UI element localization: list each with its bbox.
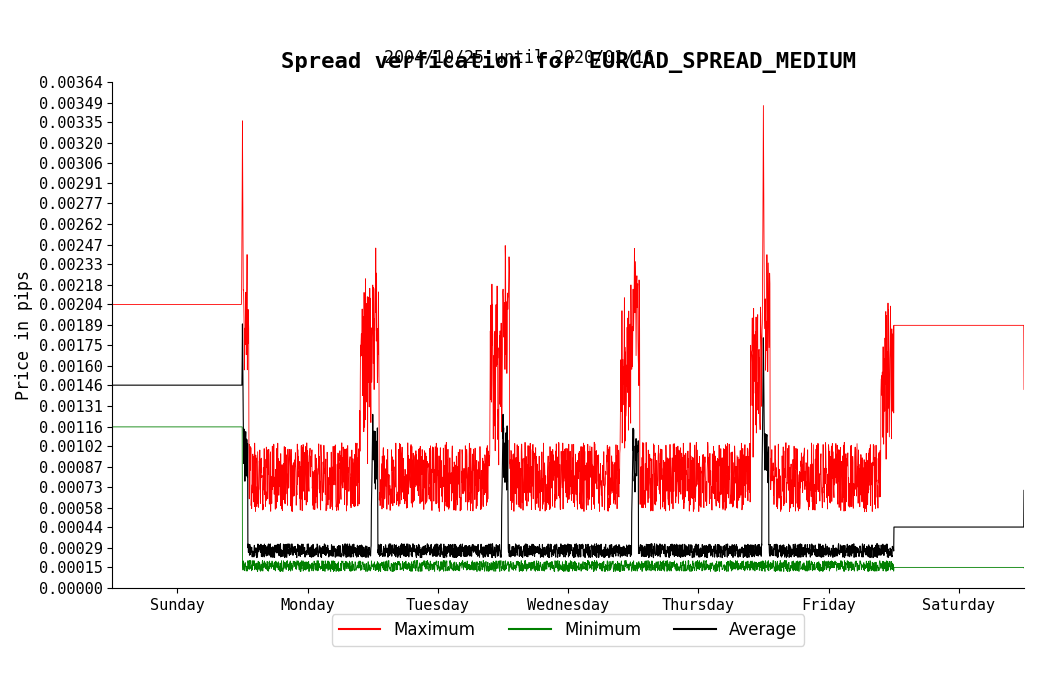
Average <box>222 381 235 389</box>
Line: Average: Average <box>112 324 1024 558</box>
Minimum <box>584 564 596 573</box>
Average <box>512 541 525 550</box>
Maximum <box>757 102 770 110</box>
Minimum <box>222 423 235 431</box>
Maximum <box>1018 385 1031 393</box>
Maximum <box>222 300 235 309</box>
Maximum <box>731 453 744 461</box>
Line: Minimum: Minimum <box>112 427 1024 572</box>
Minimum <box>274 568 287 576</box>
Maximum <box>583 459 595 468</box>
Average <box>584 551 596 559</box>
Average <box>106 381 118 389</box>
Line: Maximum: Maximum <box>112 106 1024 512</box>
Minimum <box>504 557 516 566</box>
Maximum <box>504 455 516 463</box>
Maximum <box>106 300 118 309</box>
Average <box>1018 486 1031 495</box>
Average <box>732 547 745 555</box>
Minimum <box>692 558 704 566</box>
Minimum <box>106 423 118 431</box>
Minimum <box>731 560 744 568</box>
Average <box>236 320 248 328</box>
Minimum <box>512 557 525 566</box>
Maximum <box>512 500 525 509</box>
Average <box>504 553 516 561</box>
Minimum <box>1018 564 1031 572</box>
Maximum <box>858 508 871 516</box>
Legend: Maximum, Minimum, Average: Maximum, Minimum, Average <box>331 615 804 646</box>
Title: Spread verfication for EURCAD_SPREAD_MEDIUM: Spread verfication for EURCAD_SPREAD_MED… <box>281 50 856 73</box>
Maximum <box>692 480 704 489</box>
Y-axis label: Price in pips: Price in pips <box>15 270 33 400</box>
Average <box>716 554 728 562</box>
Average <box>692 547 704 556</box>
Text: 2004/10/25 until 2020/01/16: 2004/10/25 until 2020/01/16 <box>384 49 655 67</box>
